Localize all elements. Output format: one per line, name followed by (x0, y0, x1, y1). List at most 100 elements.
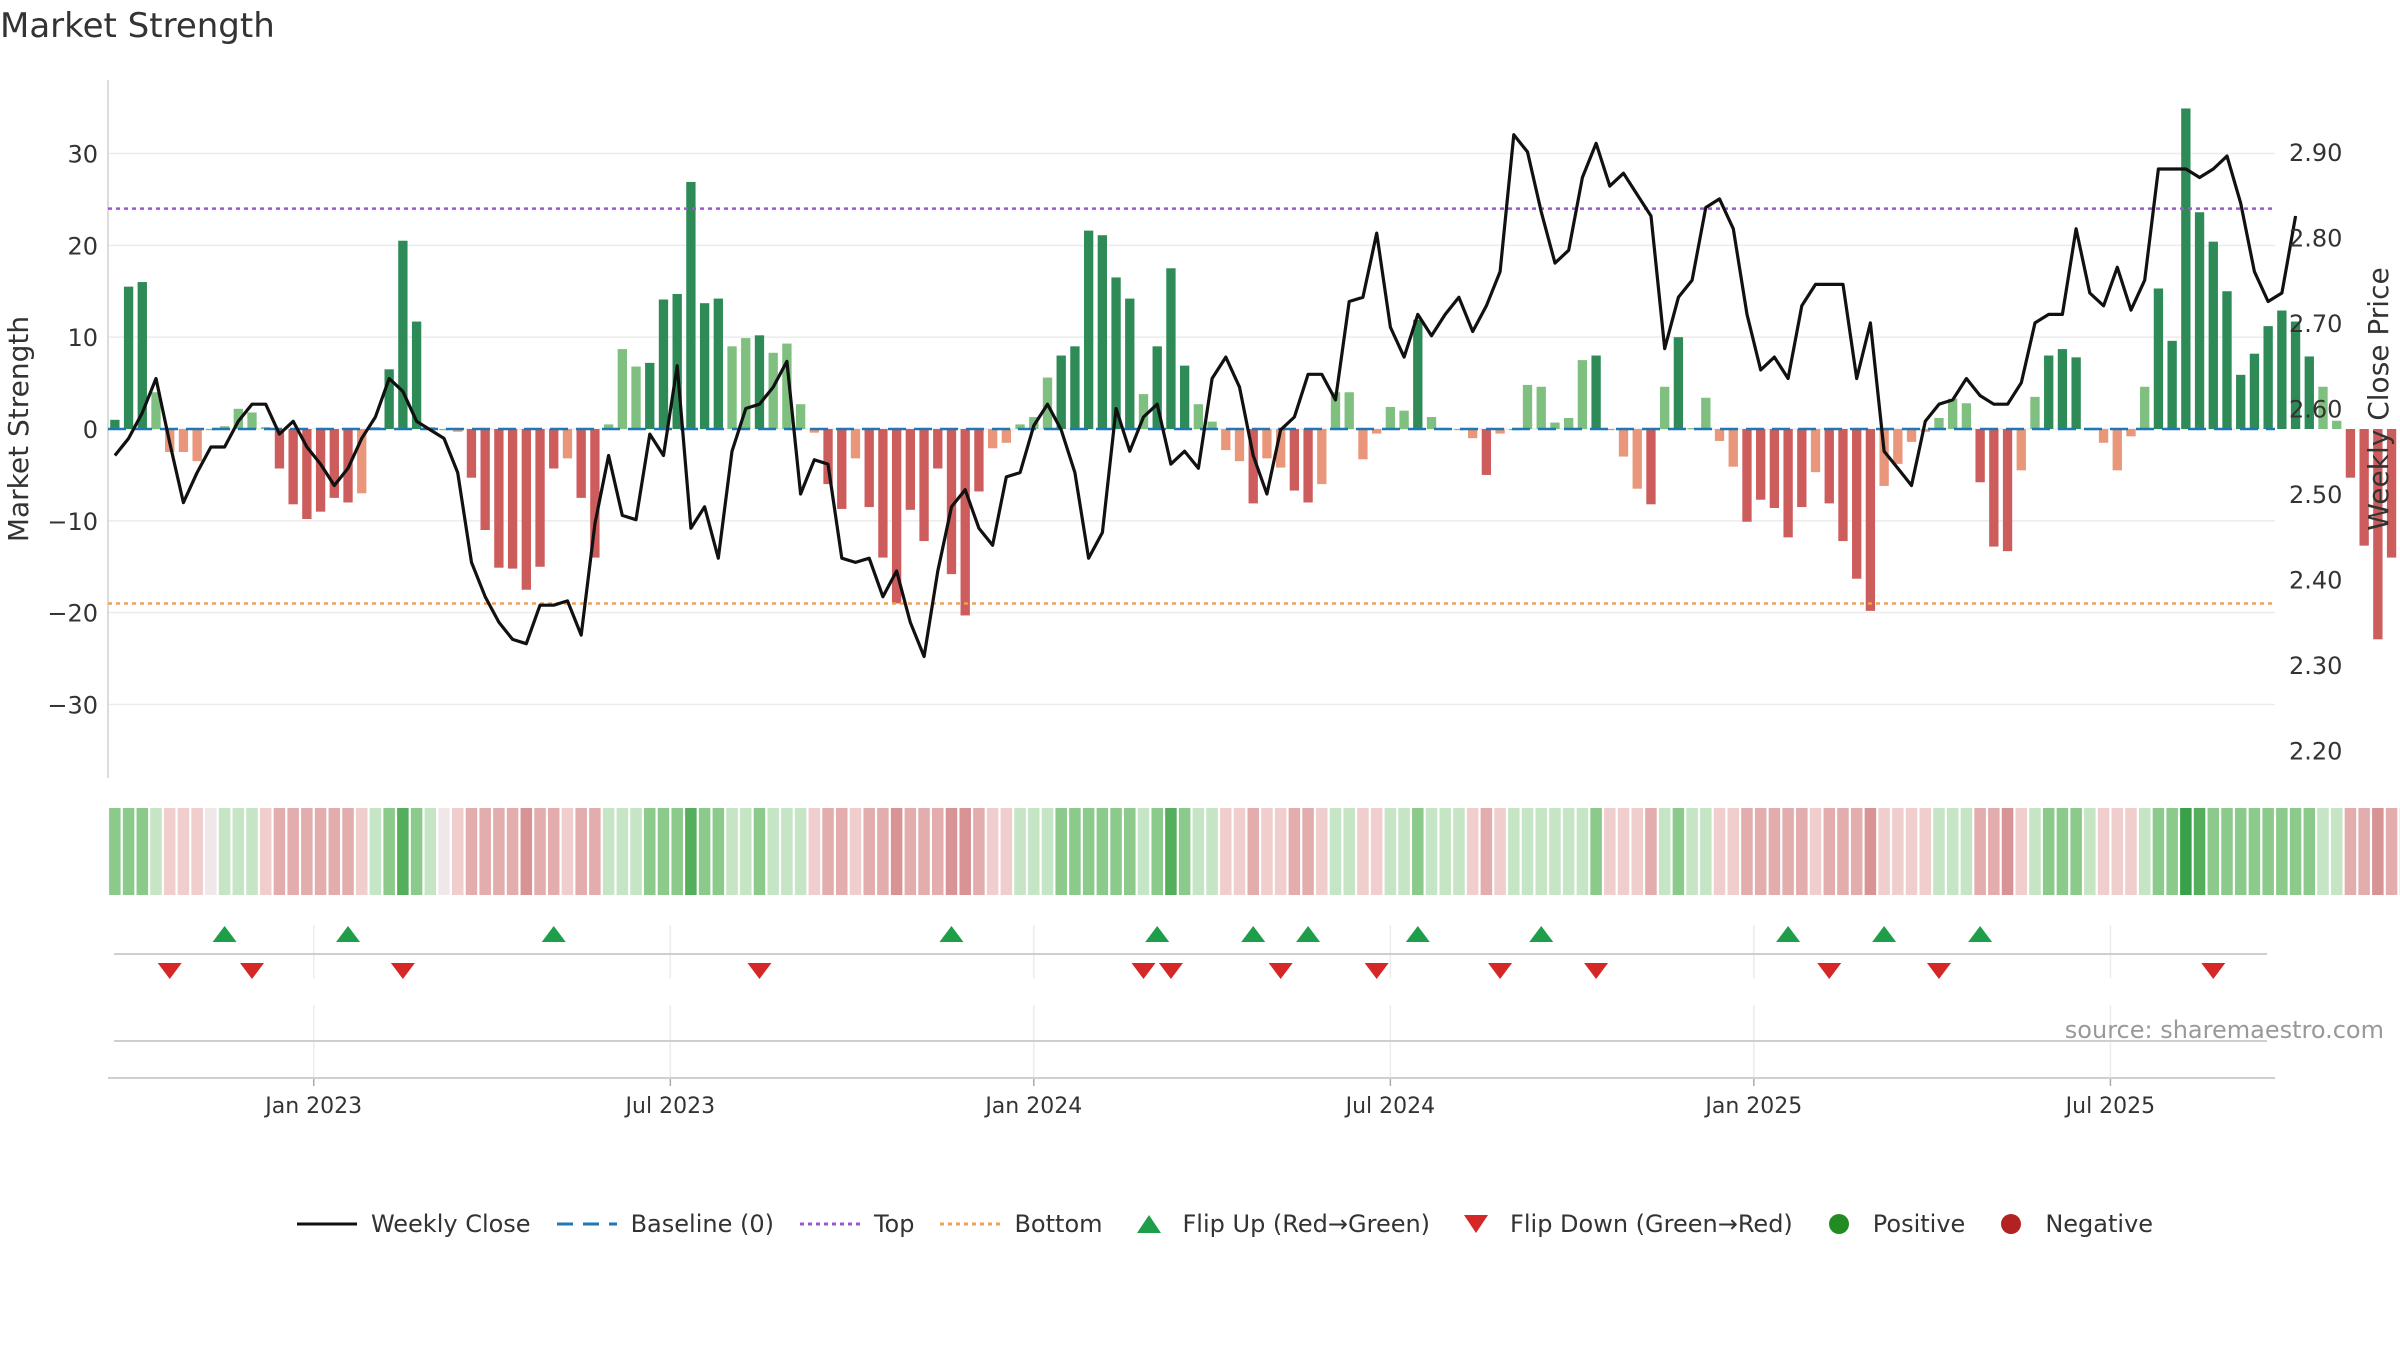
strength-bar (315, 429, 326, 512)
intensity-cell (1809, 808, 1822, 895)
intensity-cell (1508, 808, 1520, 895)
intensity-cell (1754, 808, 1767, 895)
intensity-cell (657, 808, 670, 895)
x-tick-label: Jul 2025 (2064, 1094, 2156, 1119)
intensity-cell (836, 808, 848, 895)
strength-bar (2332, 420, 2342, 429)
strength-bar (1673, 337, 1684, 429)
strength-bar (384, 369, 394, 429)
strength-bar (1810, 429, 1821, 473)
intensity-cell (410, 808, 423, 895)
y2-tick-label: 2.90 (2289, 139, 2342, 167)
intensity-cell (1302, 808, 1314, 895)
intensity-cell (2248, 808, 2261, 895)
intensity-cell (1082, 808, 1095, 895)
intensity-cell (2344, 808, 2357, 895)
intensity-cell (1974, 808, 1986, 895)
strength-bar (562, 429, 573, 459)
intensity-cell (1261, 808, 1273, 895)
strength-bar (1564, 417, 1574, 429)
intensity-cell (2042, 808, 2055, 895)
intensity-cell (397, 808, 409, 895)
intensity-cell (2001, 808, 2014, 895)
strength-bar (1605, 429, 1615, 431)
intensity-cell (2385, 808, 2398, 895)
intensity-cell (808, 808, 821, 895)
strength-bar (1317, 429, 1327, 485)
strength-bar (1797, 429, 1807, 508)
strength-bar (837, 429, 847, 509)
flip-down-marker (390, 963, 415, 979)
legend-item-top[interactable]: Top (799, 1210, 914, 1238)
intensity-cell (205, 808, 217, 895)
legend-label-flip-up: Flip Up (Red→Green) (1182, 1210, 1431, 1238)
intensity-cell (932, 808, 944, 895)
intensity-cell (1727, 808, 1740, 895)
y-tick-label: −30 (47, 692, 98, 720)
strength-bar (699, 303, 710, 429)
strength-bar (1289, 429, 1300, 491)
strength-bar (974, 429, 984, 492)
intensity-cell (1590, 808, 1602, 895)
strength-bar (1906, 429, 1917, 442)
strength-bar (439, 429, 449, 431)
intensity-cell (2234, 808, 2247, 895)
strength-bar (658, 299, 669, 429)
intensity-cell (2070, 808, 2082, 895)
intensity-cell (1604, 808, 1616, 895)
intensity-cell (479, 808, 491, 895)
intensity-cell (561, 808, 574, 895)
flip-markers (114, 925, 2267, 979)
legend-item-baseline[interactable]: Baseline (0) (556, 1210, 774, 1238)
intensity-cell (1521, 808, 1534, 895)
intensity-cell (1014, 808, 1026, 895)
strength-bar (2153, 288, 2164, 429)
strength-bar (2345, 429, 2356, 478)
flip-up-marker (1405, 926, 1430, 942)
strength-bar (1358, 429, 1368, 460)
legend-item-flip-up[interactable]: Flip Up (Red→Green) (1129, 1210, 1431, 1238)
intensity-cell (753, 808, 766, 895)
dotted-line-icon (940, 1222, 1001, 1226)
intensity-cell (259, 808, 272, 895)
strength-bar (2140, 386, 2150, 429)
legend-item-negative[interactable]: Negative (1991, 1210, 2153, 1238)
legend-item-weekly-close[interactable]: Weekly Close (296, 1210, 531, 1238)
intensity-cell (890, 808, 903, 895)
legend-label-flip-down: Flip Down (Green→Red) (1510, 1210, 1793, 1238)
legend-item-flip-down[interactable]: Flip Down (Green→Red) (1456, 1210, 1793, 1238)
strength-bar (2222, 291, 2232, 429)
strength-bar (398, 240, 408, 429)
intensity-cell (1905, 808, 1918, 895)
strength-bar (2071, 357, 2081, 429)
strength-bar (2236, 374, 2246, 429)
chart-title: Market Strength (0, 6, 275, 46)
intensity-cell (355, 808, 368, 895)
intensity-cell (1713, 808, 1726, 895)
strength-bar (521, 429, 531, 590)
strength-bar (2167, 340, 2177, 429)
strength-bar (768, 352, 778, 429)
intensity-cell (2317, 808, 2329, 895)
strength-bars (110, 108, 2397, 640)
legend-item-positive[interactable]: Positive (1819, 1210, 1965, 1238)
y2-axis-title: Weekly Close Price (2362, 267, 2395, 530)
strength-bar (891, 429, 902, 604)
intensity-cell (1206, 808, 1218, 895)
intensity-cell (2084, 808, 2096, 895)
strength-bar (453, 429, 463, 432)
strength-bar (1824, 429, 1834, 504)
intensity-cell (218, 808, 231, 895)
strength-bar (2249, 353, 2260, 429)
intensity-cell (794, 808, 807, 895)
intensity-cell (1549, 808, 1561, 895)
intensity-cell (1329, 808, 1342, 895)
intensity-cell (904, 808, 917, 895)
intensity-cell (1412, 808, 1424, 895)
y2-tick-label: 2.40 (2289, 567, 2342, 595)
flip-down-marker (1364, 963, 1389, 979)
intensity-cell (822, 808, 834, 895)
legend-item-bottom[interactable]: Bottom (940, 1210, 1103, 1238)
intensity-cell (191, 808, 203, 895)
strength-bar (1701, 397, 1711, 429)
